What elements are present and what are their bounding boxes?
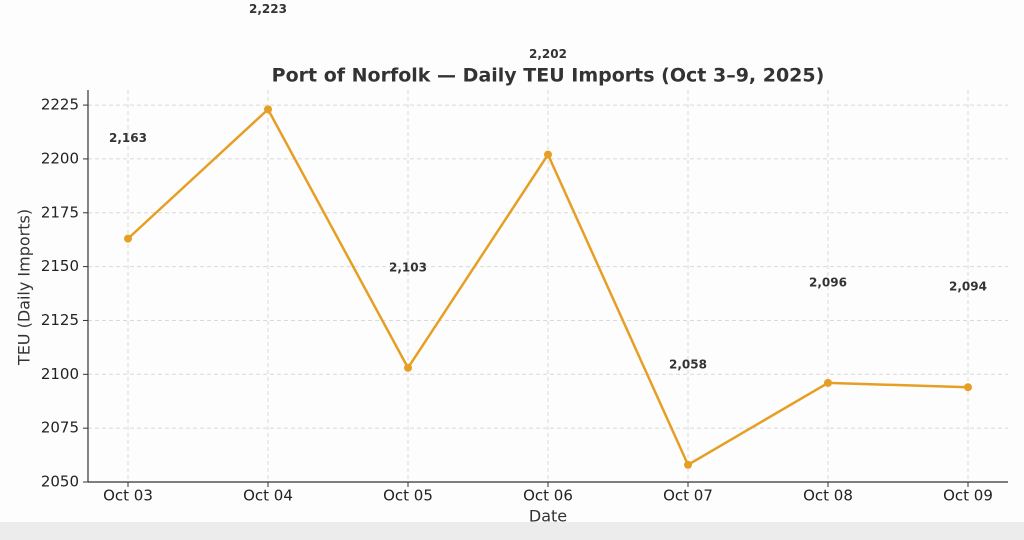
- chart-title: Port of Norfolk — Daily TEU Imports (Oct…: [272, 65, 825, 87]
- data-label: 2,103: [389, 260, 427, 274]
- x-tick-label: Oct 04: [243, 487, 293, 505]
- data-label: 2,058: [669, 357, 707, 371]
- data-label: 2,223: [249, 2, 287, 16]
- y-tick-label: 2100: [41, 365, 79, 383]
- x-tick-label: Oct 06: [523, 487, 573, 505]
- bottom-strip: [0, 522, 1024, 540]
- y-axis-label: TEU (Daily Imports): [15, 209, 34, 366]
- x-tick-label: Oct 03: [103, 487, 153, 505]
- y-tick-label: 2125: [41, 311, 79, 329]
- data-point: [124, 234, 132, 243]
- x-tick-label: Oct 08: [803, 487, 853, 505]
- data-point: [544, 150, 552, 159]
- data-point: [404, 363, 412, 372]
- data-label: 2,096: [809, 275, 847, 289]
- data-label: 2,094: [949, 280, 987, 294]
- data-label: 2,163: [109, 131, 147, 145]
- x-tick-label: Oct 05: [383, 487, 433, 505]
- x-axis-label: Date: [529, 507, 567, 526]
- y-tick-label: 2175: [41, 203, 79, 221]
- y-tick-label: 2050: [41, 473, 79, 491]
- y-tick-label: 2075: [41, 419, 79, 437]
- x-tick-label: Oct 09: [943, 487, 993, 505]
- data-label: 2,202: [529, 47, 567, 61]
- y-tick-label: 2225: [41, 96, 79, 114]
- data-point: [264, 105, 272, 114]
- data-point: [964, 383, 972, 392]
- data-point: [824, 378, 832, 387]
- data-point: [684, 460, 692, 469]
- y-tick-label: 2200: [41, 149, 79, 167]
- y-tick-label: 2150: [41, 257, 79, 275]
- x-tick-label: Oct 07: [663, 487, 713, 505]
